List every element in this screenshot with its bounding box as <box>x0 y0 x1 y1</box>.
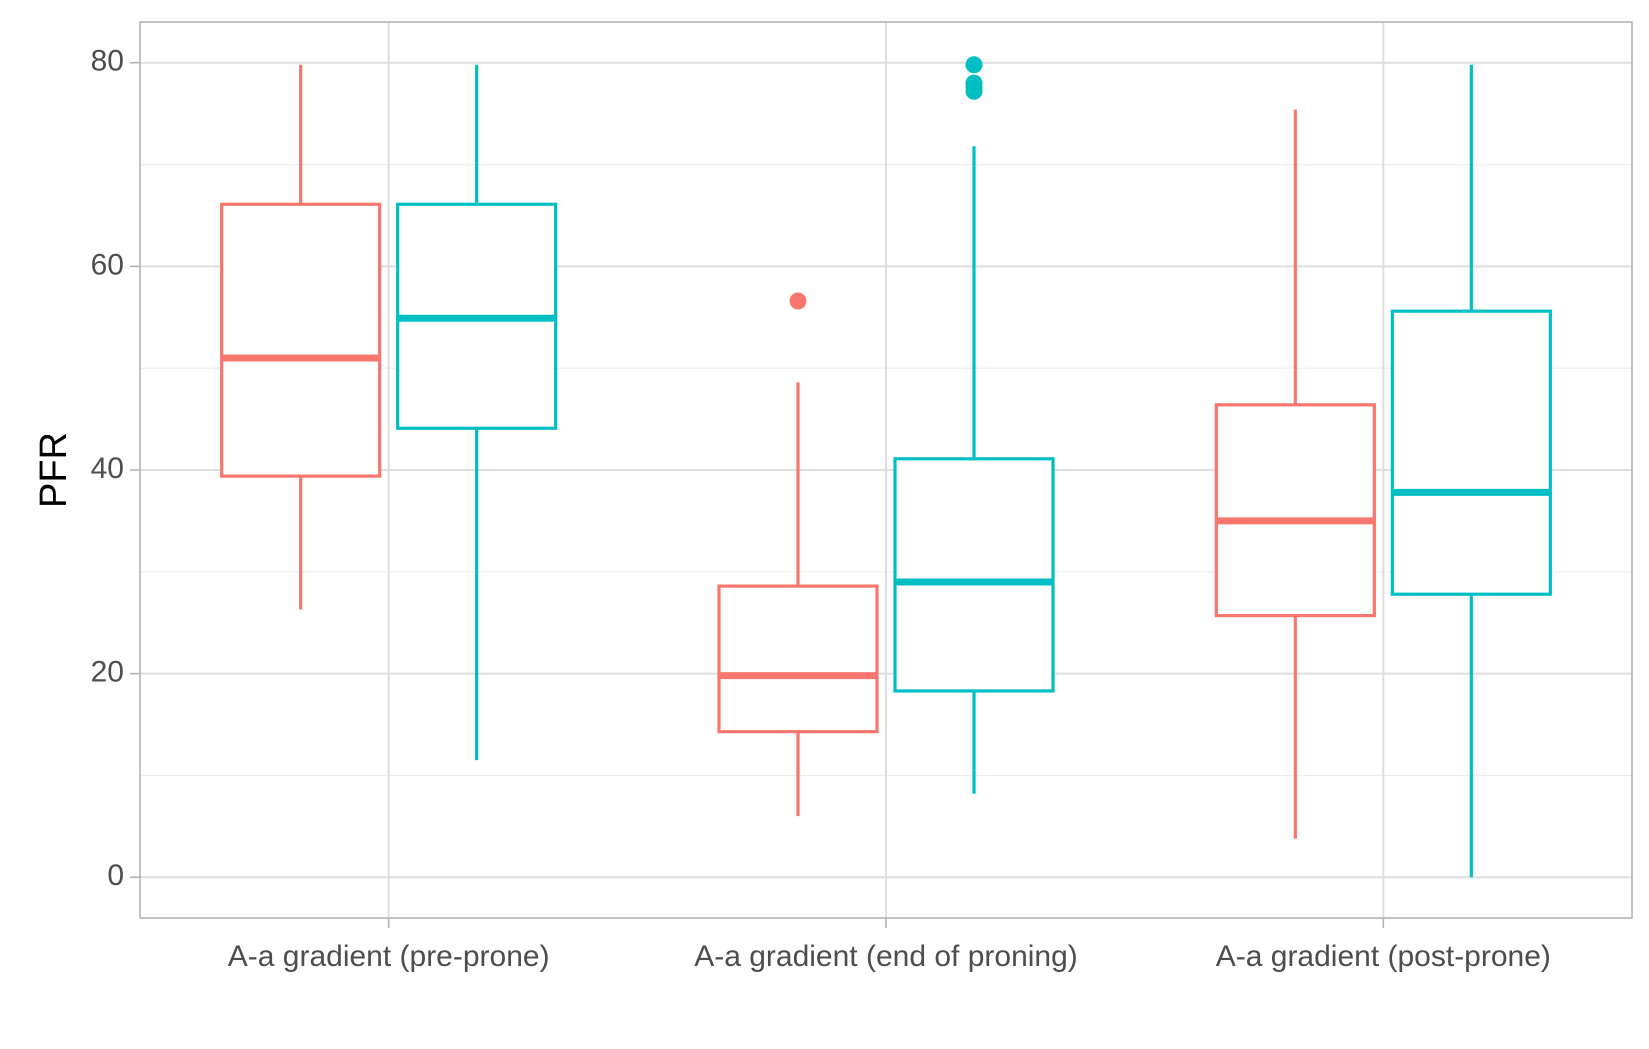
outlier-point <box>789 292 807 310</box>
x-tick-label: A-a gradient (post-prone) <box>1216 940 1551 973</box>
box-series2-cat1 <box>396 64 558 761</box>
iqr-box <box>220 202 382 478</box>
box-series2-cat2 <box>893 56 1055 794</box>
outlier-point <box>965 56 983 74</box>
y-tick-label: 80 <box>91 45 124 78</box>
x-tick-label: A-a gradient (end of proning) <box>694 940 1078 973</box>
box-series1-cat3 <box>1214 109 1376 839</box>
x-tick-label: A-a gradient (pre-prone) <box>228 940 550 973</box>
y-axis-title: PFR <box>33 432 75 508</box>
major-gridlines <box>140 22 1632 918</box>
y-tick-label: 20 <box>91 656 124 689</box>
iqr-box <box>1390 309 1552 596</box>
box-series1-cat2 <box>717 292 879 817</box>
box-series2-cat3 <box>1390 64 1552 878</box>
iqr-box <box>1214 403 1376 618</box>
iqr-box <box>893 457 1055 693</box>
outlier-point <box>965 74 983 92</box>
y-tick-label: 40 <box>91 452 124 485</box>
box-series <box>220 56 1552 878</box>
iqr-box <box>717 584 879 734</box>
box-series1-cat1 <box>220 64 382 610</box>
y-tick-label: 60 <box>91 248 124 281</box>
axis-ticks <box>130 61 1385 928</box>
y-axis-tick-labels: 0 20 40 60 80 <box>91 45 124 893</box>
x-axis-tick-labels: A-a gradient (pre-prone) A-a gradient (en… <box>228 940 1551 973</box>
y-tick-label: 0 <box>107 859 124 892</box>
